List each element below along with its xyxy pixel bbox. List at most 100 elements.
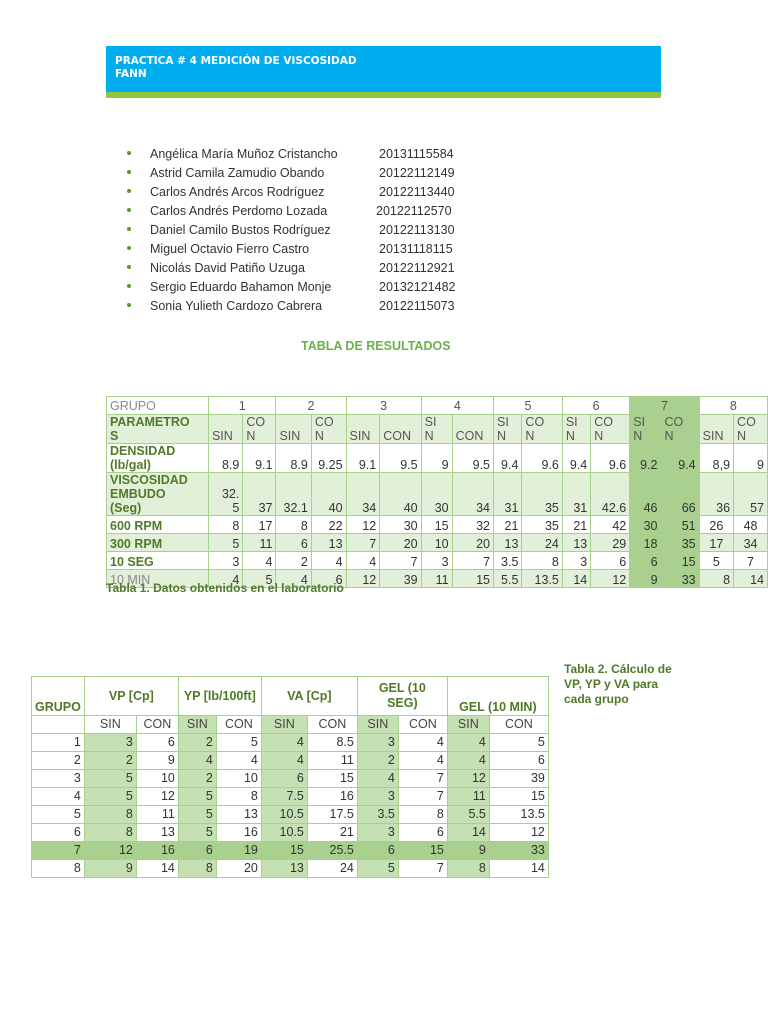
cell-value: 11 [135,805,179,824]
bullet-icon [127,302,131,307]
member-item: Carlos Andrés Perdomo Lozada 20122112570 [127,202,455,221]
member-item: Astrid Camila Zamudio Obando 20122112149 [127,164,455,183]
cell-value: 2 [356,751,399,770]
cell-value: 9 [420,443,453,473]
cell-value: 30 [420,472,453,516]
cell-value: 3 [561,551,592,570]
table2-caption: Tabla 2. Cálculo de VP, YP y VA para cad… [564,662,672,706]
member-item: Carlos Andrés Arcos Rodríguez 20122113440 [127,183,455,202]
cell-value: 21 [493,515,523,534]
member-item: Sonia Yulieth Cardozo Cabrera 20122115073 [127,297,455,316]
cell-value: 8.9 [275,443,312,473]
group-header: 2 [275,396,347,415]
cell-value: 9 [733,443,768,473]
sin-header: SIN [260,715,308,734]
cell-value: 4 [177,751,217,770]
cell-value: 9.1 [345,443,381,473]
cell-value: 5 [207,533,244,552]
cell-value: 3 [420,551,453,570]
cell-value: 5 [177,823,217,842]
group-header: 7 [629,396,700,415]
cell-value: 5.5 [446,805,490,824]
table-row: 300 RPM 5 11 6 13 7 20 10 20 13 24 13 29 18 35 17 34 [106,533,768,552]
cell-value: 4 [260,751,308,770]
bullet-icon [127,264,131,269]
cell-value: 3 [356,823,399,842]
cell-value: 8 [275,515,312,534]
table2-subheader-row: SIN CON SIN CON SIN CON SIN CON SIN CON [31,715,549,734]
cell-value: 32. 5 [207,472,244,516]
cell-value: 3 [83,733,137,752]
cell-value: 14 [488,859,549,878]
cell-value: 16 [135,841,179,860]
cell-value: 2 [177,769,217,788]
member-name: Angélica María Muñoz Cristancho [150,147,338,161]
cell-value: 7 [451,551,495,570]
cell-value: 11 [446,787,490,806]
cell-value: 8.5 [306,733,358,752]
cell-value: 13.5 [488,805,549,824]
cell-value: 4 [397,733,448,752]
cell-value: 9.6 [521,443,563,473]
group-number: 7 [31,841,85,860]
section-title: TABLA DE RESULTADOS [301,339,451,353]
cell-value: 15 [451,569,495,588]
cell-value: 4 [310,551,347,570]
cell-value: 11 [306,751,358,770]
cell-value: 25.5 [306,841,358,860]
cell-value: 8,9 [698,443,735,473]
cell-value: 6 [260,769,308,788]
member-name: Sonia Yulieth Cardozo Cabrera [150,299,323,313]
cell-value: 10 [215,769,262,788]
table2-row: 6 8 13 5 16 10.5 21 3 6 14 12 [31,823,549,842]
cell-value: 16 [215,823,262,842]
cell-value: 12 [446,769,490,788]
cell-value: 57 [733,472,768,516]
table-row: 10 SEG 3 4 2 4 4 7 3 7 3.5 8 3 6 6 15 5 7 [106,551,768,570]
condition-header: SIN [698,414,735,444]
cell-value: 40 [379,472,422,516]
group-number: 2 [31,751,85,770]
cell-value: 30 [379,515,422,534]
yp-header: YP [lb/100ft] [177,676,262,716]
bullet-icon [127,169,131,174]
bullet-icon [127,188,131,193]
con-header: CON [306,715,358,734]
cell-value: 3 [356,787,399,806]
cell-value: 5 [215,733,262,752]
cell-value: 17 [698,533,735,552]
cell-value: 13 [215,805,262,824]
cell-value: 5 [177,805,217,824]
cell-value: 34 [451,472,495,516]
title-line-1: PRACTICA # 4 MEDICIÓN DE VISCOSIDAD [115,55,357,67]
member-name: Daniel Camilo Bustos Rodríguez [150,223,331,237]
cell-value: 8 [215,787,262,806]
cell-value: 9 [83,859,137,878]
empty-cell [31,715,85,734]
cell-value: 35 [521,472,563,516]
cell-value: 6 [356,841,399,860]
cell-value: 6 [177,841,217,860]
cell-value: 4 [356,769,399,788]
cell-value: 24 [306,859,358,878]
condition-header: SIN [345,414,381,444]
cell-value: 3 [207,551,244,570]
cell-value: 5 [698,551,735,570]
member-name: Nicolás David Patiño Uzuga [150,261,305,275]
cell-value: 4 [345,551,381,570]
group-number: 3 [31,769,85,788]
con-header: CON [488,715,549,734]
cell-value: 15 [260,841,308,860]
cell-value: 21 [561,515,592,534]
cell-value: 7 [397,769,448,788]
cell-value: 42 [590,515,631,534]
cell-value: 6 [397,823,448,842]
member-id: 20122112149 [379,166,455,180]
cell-value: 5 [177,787,217,806]
cell-value: 15 [420,515,453,534]
cell-value: 6 [135,733,179,752]
cell-value: 6 [629,551,662,570]
va-header: VA [Cp] [260,676,358,716]
